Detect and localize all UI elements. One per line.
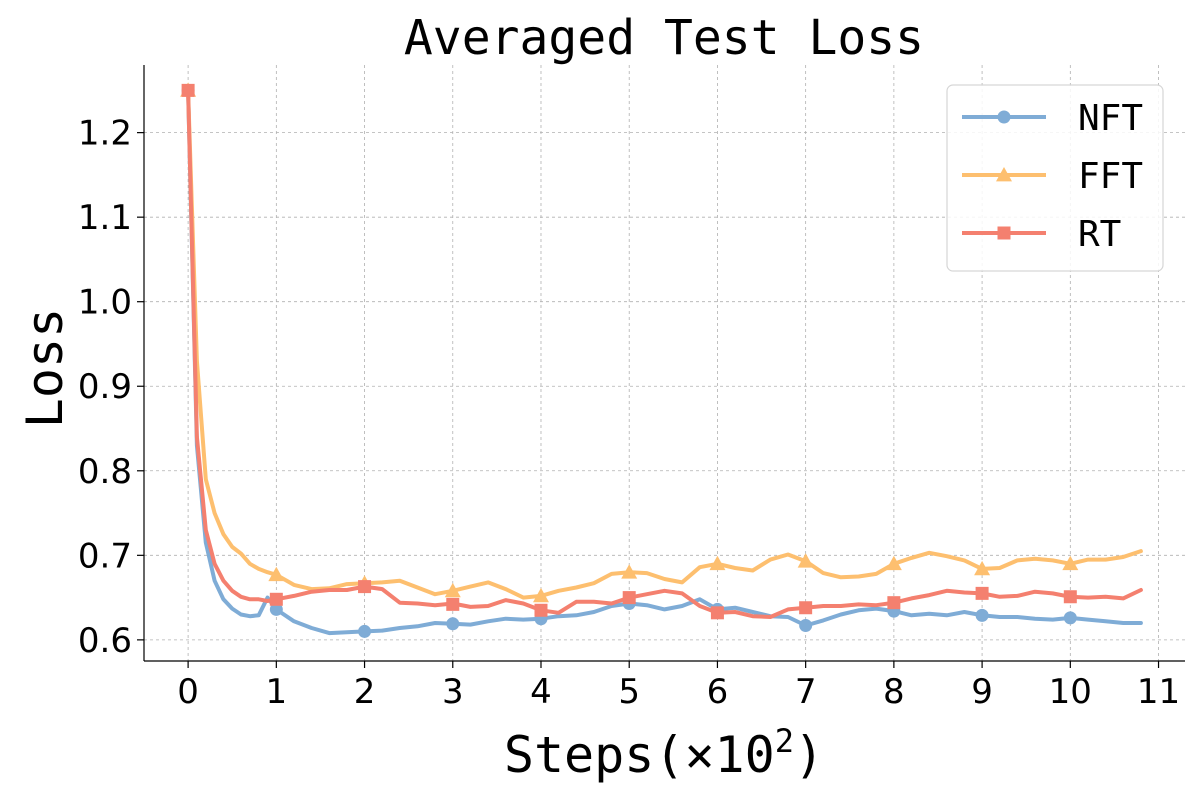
x-tick-label: 4 [530, 672, 552, 712]
data-point-fft [268, 566, 285, 582]
legend-label-nft: NFT [1078, 98, 1143, 139]
y-tick-label: 0.7 [78, 536, 132, 576]
chart-title: Averaged Test Loss [404, 10, 924, 66]
data-point-rt [975, 586, 989, 600]
y-tick-label: 0.8 [78, 452, 132, 492]
data-point-rt [534, 603, 548, 617]
x-axis-label: Steps(×102) [504, 722, 824, 784]
ticks: 0 1 2 3 4 5 6 7 8 9 10 11 0.6 0.7 0.8 0.9 1.0 1.1 1.2 [78, 114, 1180, 712]
y-tick-label: 0.6 [78, 621, 132, 661]
data-point-rt [446, 597, 460, 611]
data-point-rt [358, 580, 372, 594]
x-tick-label: 11 [1137, 672, 1180, 712]
data-point-rt [887, 596, 901, 610]
legend: NFT FFT RT [946, 84, 1164, 272]
x-tick-label: 3 [442, 672, 464, 712]
data-point-fft [885, 555, 902, 571]
x-tick-label: 7 [795, 672, 817, 712]
data-point-fft [974, 560, 991, 576]
x-axis-label-main: Steps(×10 [504, 726, 775, 784]
x-tick-label: 2 [354, 672, 376, 712]
x-tick-label: 9 [971, 672, 993, 712]
series-layer [180, 82, 1143, 638]
legend-label-fft: FFT [1078, 156, 1143, 197]
data-point-fft [621, 564, 638, 579]
legend-marker-fft [996, 167, 1012, 182]
axes [143, 65, 1185, 662]
legend-marker-nft [997, 110, 1011, 124]
y-tick-label: 0.9 [78, 367, 132, 407]
data-point-nft [1063, 611, 1077, 625]
x-tick-label: 6 [707, 672, 729, 712]
x-tick-label: 10 [1049, 672, 1092, 712]
data-point-rt [181, 83, 195, 97]
x-axis-label-sup: 2 [775, 722, 794, 760]
data-point-fft [797, 553, 814, 568]
data-point-nft [446, 617, 460, 631]
legend-marker-rt [997, 226, 1011, 240]
data-point-fft [709, 555, 726, 571]
x-tick-label: 0 [177, 672, 199, 712]
x-tick-label: 1 [266, 672, 288, 712]
y-tick-label: 1.1 [78, 198, 132, 238]
x-tick-label: 8 [883, 672, 905, 712]
y-tick-label: 1.2 [78, 114, 132, 154]
series-rt [181, 83, 1143, 620]
data-point-rt [1063, 590, 1077, 604]
data-point-rt [622, 591, 636, 605]
data-point-fft [532, 587, 549, 603]
data-point-rt [799, 601, 813, 615]
x-axis-label-close: ) [794, 726, 824, 784]
data-point-rt [710, 606, 724, 620]
y-axis-label: Loss [16, 308, 74, 428]
data-point-fft [1062, 555, 1079, 571]
data-point-nft [358, 624, 372, 638]
legend-box [946, 84, 1164, 272]
data-point-nft [799, 618, 813, 632]
data-point-fft [444, 582, 461, 598]
data-point-rt [269, 592, 283, 606]
data-point-nft [975, 608, 989, 622]
legend-label-rt: RT [1078, 214, 1121, 255]
data-point-nft [269, 602, 283, 616]
x-tick-label: 5 [618, 672, 640, 712]
y-tick-label: 1.0 [78, 283, 132, 323]
